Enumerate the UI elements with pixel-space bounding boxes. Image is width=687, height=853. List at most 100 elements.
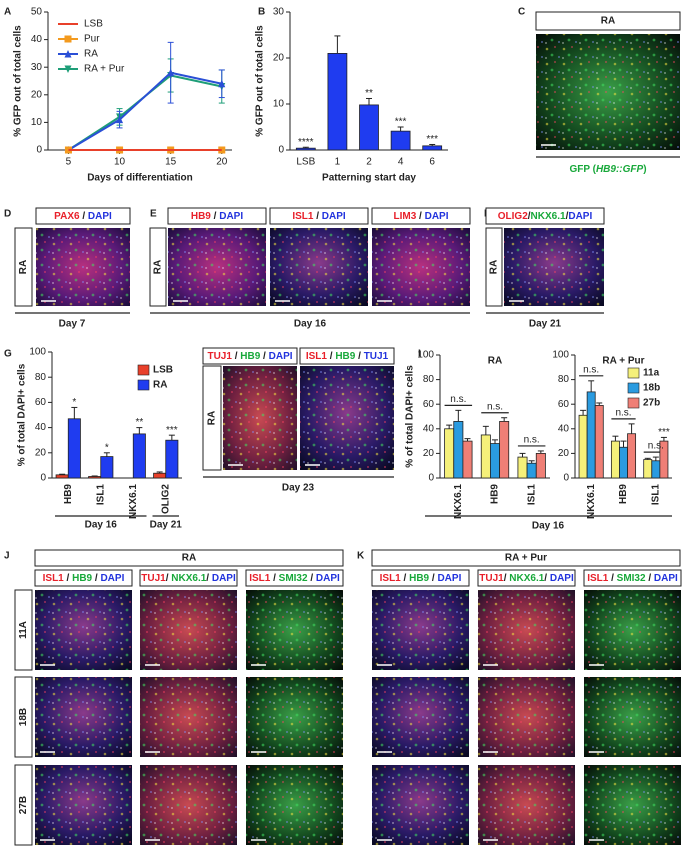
label-box — [299, 347, 395, 365]
x-tick-label: NKX6.1 — [586, 484, 597, 519]
stain-label: LIM3 / DAPI — [393, 211, 448, 222]
stain-part: / — [232, 351, 240, 362]
panel-letter: G — [4, 349, 12, 360]
legend-swatch — [627, 382, 640, 394]
stain-part: / — [64, 573, 72, 584]
line — [67, 71, 222, 151]
marker — [218, 79, 226, 88]
micrograph-texture — [246, 590, 343, 670]
y-tick-label: 40 — [31, 34, 43, 45]
micrograph-texture — [478, 677, 575, 757]
significance: ** — [365, 88, 373, 99]
stain-part: ISL1 — [380, 573, 402, 584]
x-tick-label: 10 — [114, 157, 126, 168]
y-tick-label: 80 — [558, 374, 570, 385]
x-tick-label: 6 — [429, 157, 435, 168]
y-tick-label: 10 — [31, 117, 43, 128]
y-tick-label: 0 — [278, 145, 284, 156]
stain-part: / — [206, 573, 212, 584]
row-label: RA — [153, 260, 164, 274]
x-axis-label: Days of differentiation — [87, 173, 193, 184]
x-tick-label: 15 — [165, 157, 177, 168]
group-label: Day 21 — [150, 520, 183, 531]
legend-swatch — [137, 364, 150, 376]
label-box — [34, 569, 133, 587]
y-tick-label: 40 — [423, 423, 435, 434]
label-box — [583, 569, 682, 587]
y-tick-label: 10 — [273, 99, 285, 110]
stain-part: / — [355, 351, 363, 362]
stain-label: ISL1 / DAPI — [292, 211, 346, 222]
y-axis-label: % GFP out of total cells — [13, 25, 24, 137]
stain-part: ISL1 — [292, 211, 314, 222]
stain-label: TUJ1/ NKX6.1/ DAPI — [479, 573, 574, 584]
stain-part: HB9 — [409, 573, 429, 584]
panel-letter: D — [4, 209, 11, 220]
y-tick-label: 60 — [423, 399, 435, 410]
significance: * — [72, 397, 76, 408]
y-tick-label: 40 — [558, 423, 570, 434]
legend-marker — [64, 50, 72, 58]
y-tick-label: 20 — [35, 447, 47, 458]
stain-label: TUJ1/ NKX6.1/ DAPI — [141, 573, 236, 584]
bar — [651, 460, 661, 479]
legend-label: 11a — [643, 368, 660, 379]
significance: n.s. — [524, 435, 540, 446]
stain-part: HB9::GFP — [596, 164, 644, 175]
y-tick-label: 100 — [29, 347, 46, 358]
stain-part: LIM3 — [393, 211, 416, 222]
label-box — [535, 11, 681, 31]
legend-marker — [64, 65, 72, 73]
significance: n.s. — [450, 394, 466, 405]
stain-part: DAPI — [269, 351, 293, 362]
stain-part: TUJ1 — [364, 351, 389, 362]
micrograph-texture — [300, 366, 394, 470]
stain-part: ISL1 — [306, 351, 328, 362]
x-tick-label: HB9 — [618, 484, 629, 504]
stain-label: ISL1 / HB9 / DAPI — [43, 573, 125, 584]
micrograph-texture — [246, 677, 343, 757]
marker — [167, 68, 175, 77]
micrograph-texture — [35, 765, 132, 845]
x-tick-label: 1 — [335, 157, 341, 168]
bar — [153, 472, 167, 479]
stain-part: TUJ1 — [479, 573, 504, 584]
stain-part: HB9 — [335, 351, 355, 362]
bar — [627, 433, 637, 479]
legend-label: 18b — [643, 383, 660, 394]
panel-footer: Day 23 — [282, 483, 315, 494]
label-box — [14, 589, 33, 671]
row-label: RA — [18, 260, 29, 274]
label-box — [139, 569, 238, 587]
x-tick-label: 4 — [398, 157, 404, 168]
micrograph-texture — [35, 590, 132, 670]
label-box — [202, 347, 298, 365]
stain-label: PAX6 / DAPI — [54, 211, 112, 222]
legend-swatch — [627, 367, 640, 379]
label-box — [149, 227, 167, 307]
y-tick-label: 80 — [35, 372, 47, 383]
x-tick-label: 20 — [216, 157, 228, 168]
stain-part: / — [528, 211, 531, 222]
panel-footer: Day 16 — [294, 319, 327, 330]
stain-part: DAPI — [437, 573, 461, 584]
bar — [67, 418, 81, 479]
micrograph-texture — [584, 590, 681, 670]
row-label: RA — [207, 411, 218, 425]
bar — [165, 439, 179, 479]
stain-label: GFP (HB9::GFP) — [569, 164, 646, 175]
bar — [327, 53, 348, 151]
y-tick-label: 20 — [31, 89, 43, 100]
stain-part: DAPI — [316, 573, 340, 584]
stain-part: HB9 — [191, 211, 211, 222]
label-box — [371, 549, 681, 567]
legend-label: RA + Pur — [84, 64, 125, 75]
significance: **** — [298, 137, 314, 148]
legend-label: LSB — [153, 365, 173, 376]
stain-part: / — [544, 573, 550, 584]
row-label: 11A — [18, 621, 29, 639]
stain-label: HB9 / DAPI — [191, 211, 243, 222]
stain-part: OLIG2 — [498, 211, 528, 222]
y-tick-label: 20 — [273, 53, 285, 64]
